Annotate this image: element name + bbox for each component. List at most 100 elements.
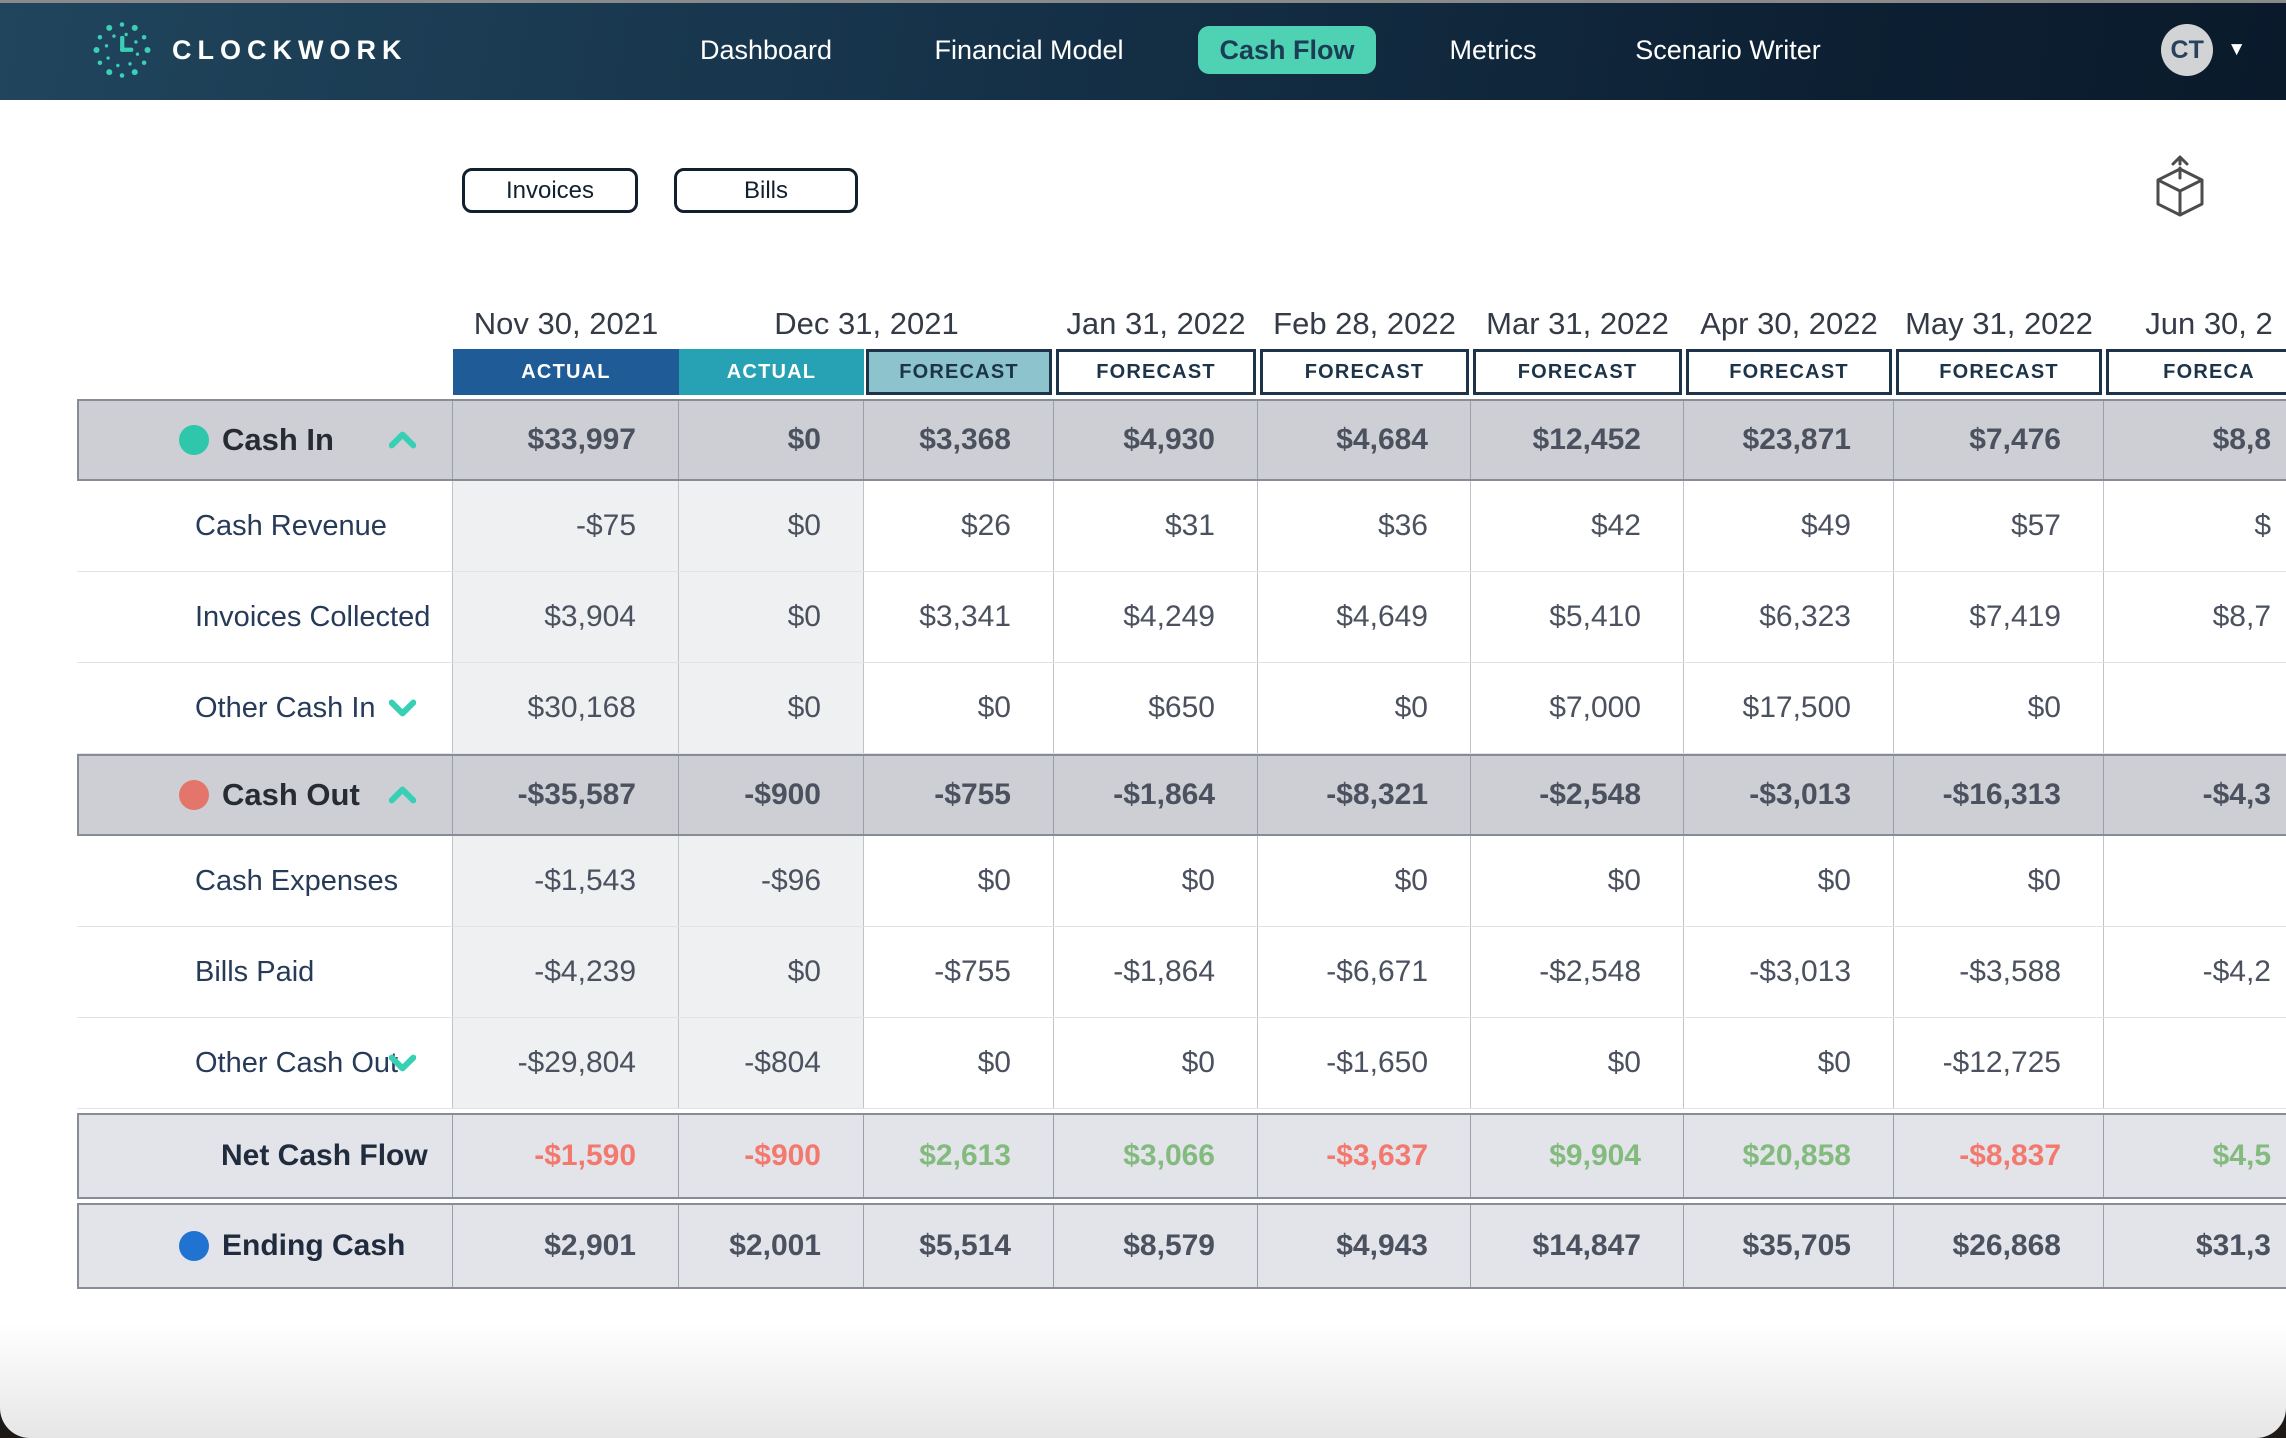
row-label-cell-invoices-collected: Invoices Collected [77, 572, 453, 662]
value-cell: $4,649 [1258, 572, 1471, 662]
value-cell: $26 [864, 481, 1054, 571]
invoices-button[interactable]: Invoices [462, 168, 638, 213]
nav-item-metrics[interactable]: Metrics [1449, 34, 1537, 65]
badge-row: ACTUAL ACTUAL FORECAST FORECAST FORECAST FORE… [77, 349, 2286, 395]
row-cash-revenue: Cash Revenue -$75 $0 $26 $31 $36 $42 $49 $57 $ [77, 481, 2286, 572]
value-cell: $7,419 [1894, 572, 2104, 662]
date-spacer [77, 299, 453, 349]
value-cell: $0 [679, 401, 864, 479]
row-cash-in[interactable]: Cash In $33,997 $0 $3,368 $4,930 $4,684 $12,45… [77, 399, 2286, 481]
value-cell: -$35,587 [453, 756, 679, 834]
value-cell: -$900 [679, 1115, 864, 1197]
row-label: Cash In [222, 422, 334, 457]
value-cell: -$2,548 [1471, 756, 1684, 834]
clockwork-logo-icon [93, 22, 151, 78]
nav-item-dashboard[interactable]: Dashboard [699, 34, 833, 65]
row-label-cell-ending-cash: Ending Cash [77, 1205, 453, 1287]
value-cell: $33,997 [453, 401, 679, 479]
row-label-cell-cash-out[interactable]: Cash Out [77, 756, 453, 834]
row-label-cell-cash-in[interactable]: Cash In [77, 401, 453, 479]
value-cell: $4,249 [1054, 572, 1258, 662]
row-cash-out[interactable]: Cash Out -$35,587 -$900 -$755 -$1,864 -$8,321… [77, 754, 2286, 836]
value-cell [2104, 1018, 2286, 1108]
value-cell: $0 [679, 927, 864, 1017]
cashflow-table: Nov 30, 2021 Dec 31, 2021 Jan 31, 2022 Feb … [77, 299, 2286, 1289]
date-header-mar-31-2022: Mar 31, 2022 [1486, 306, 1669, 341]
value-cell: -$4,239 [453, 927, 679, 1017]
value-cell: -$1,864 [1054, 756, 1258, 834]
column-badge-forecast: FORECAST [866, 349, 1052, 395]
avatar[interactable]: CT [2161, 24, 2214, 76]
row-invoices-collected: Invoices Collected $3,904 $0 $3,341 $4,249 $4… [77, 572, 2286, 663]
cube-arrow-up-icon[interactable] [2148, 154, 2212, 222]
value-cell: -$4,2 [2104, 927, 2286, 1017]
row-ending-cash[interactable]: Ending Cash $2,901 $2,001 $5,514 $8,579 $4,94… [77, 1203, 2286, 1289]
row-label: Cash Out [222, 777, 360, 812]
value-cell: $20,858 [1684, 1115, 1894, 1197]
value-cell: $31 [1054, 481, 1258, 571]
value-cell: -$1,590 [453, 1115, 679, 1197]
value-cell: -$8,837 [1894, 1115, 2104, 1197]
value-cell: $0 [864, 836, 1054, 926]
column-badge-forecast: FORECAST [1686, 349, 1892, 395]
value-cell: -$1,650 [1258, 1018, 1471, 1108]
value-cell: $3,368 [864, 401, 1054, 479]
date-header-feb-28-2022: Feb 28, 2022 [1273, 306, 1456, 341]
date-header-nov-30-2021: Nov 30, 2021 [473, 306, 659, 341]
nav-item-scenario-writer[interactable]: Scenario Writer [1635, 34, 1821, 65]
value-cell: -$6,671 [1258, 927, 1471, 1017]
row-other-cash-out: Other Cash Out -$29,804 -$804 $0 $0 -$1,650 $0… [77, 1018, 2286, 1109]
column-badge-forecast: FORECAST [1056, 349, 1256, 395]
date-header-may-31-2022: May 31, 2022 [1905, 306, 2093, 341]
chevron-up-icon[interactable] [389, 431, 416, 449]
chevron-down-icon[interactable]: ▼ [2227, 39, 2246, 60]
value-cell: -$2,548 [1471, 927, 1684, 1017]
value-cell: $0 [1471, 1018, 1684, 1108]
value-cell: $0 [1258, 836, 1471, 926]
value-cell: $2,613 [864, 1115, 1054, 1197]
value-cell: -$3,588 [1894, 927, 2104, 1017]
value-cell: $0 [1054, 836, 1258, 926]
value-cell: $23,871 [1684, 401, 1894, 479]
value-cell: $4,943 [1258, 1205, 1471, 1287]
value-cell: $ [2104, 481, 2286, 571]
value-cell: -$1,543 [453, 836, 679, 926]
value-cell: $35,705 [1684, 1205, 1894, 1287]
value-cell: $42 [1471, 481, 1684, 571]
row-label: Invoices Collected [195, 600, 431, 633]
brand-logo[interactable]: CLOCKWORK [88, 0, 407, 100]
account-menu[interactable]: CT ▼ [2161, 0, 2246, 100]
date-header-row: Nov 30, 2021 Dec 31, 2021 Jan 31, 2022 Feb … [77, 299, 2286, 349]
row-label-cell-other-cash-in[interactable]: Other Cash In [77, 663, 453, 753]
value-cell: -$96 [679, 836, 864, 926]
row-label-cell-net-cash-flow: Net Cash Flow [77, 1115, 453, 1197]
row-label: Other Cash Out [195, 1046, 399, 1079]
row-label-cell-bills-paid: Bills Paid [77, 927, 453, 1017]
chevron-down-icon[interactable] [389, 699, 416, 717]
value-cell: $0 [1684, 1018, 1894, 1108]
value-cell: $3,066 [1054, 1115, 1258, 1197]
value-cell: $8,7 [2104, 572, 2286, 662]
value-cell: $0 [679, 663, 864, 753]
date-header-jun-30-2: Jun 30, 2 [2145, 306, 2273, 341]
date-header-dec-31-2021: Dec 31, 2021 [774, 306, 959, 341]
top-navbar: CLOCKWORK Dashboard Financial Model Cash… [0, 0, 2286, 100]
value-cell: $12,452 [1471, 401, 1684, 479]
cash-out-dot-icon [179, 780, 209, 810]
cash-in-dot-icon [179, 425, 209, 455]
chevron-down-icon[interactable] [389, 1054, 416, 1072]
value-cell: $30,168 [453, 663, 679, 753]
row-label: Cash Revenue [195, 509, 387, 542]
value-cell: $8,579 [1054, 1205, 1258, 1287]
bills-button[interactable]: Bills [674, 168, 858, 213]
chevron-up-icon[interactable] [389, 786, 416, 804]
nav-item-financial-model[interactable]: Financial Model [934, 34, 1124, 65]
value-cell [2104, 836, 2286, 926]
value-cell: $4,684 [1258, 401, 1471, 479]
row-net-cash-flow[interactable]: Net Cash Flow -$1,590 -$900 $2,613 $3,066 -$3… [77, 1113, 2286, 1199]
value-cell: $8,8 [2104, 401, 2286, 479]
nav-item-cash-flow-active[interactable]: Cash Flow [1198, 26, 1376, 74]
row-label-cell-other-cash-out[interactable]: Other Cash Out [77, 1018, 453, 1108]
value-cell: $5,410 [1471, 572, 1684, 662]
